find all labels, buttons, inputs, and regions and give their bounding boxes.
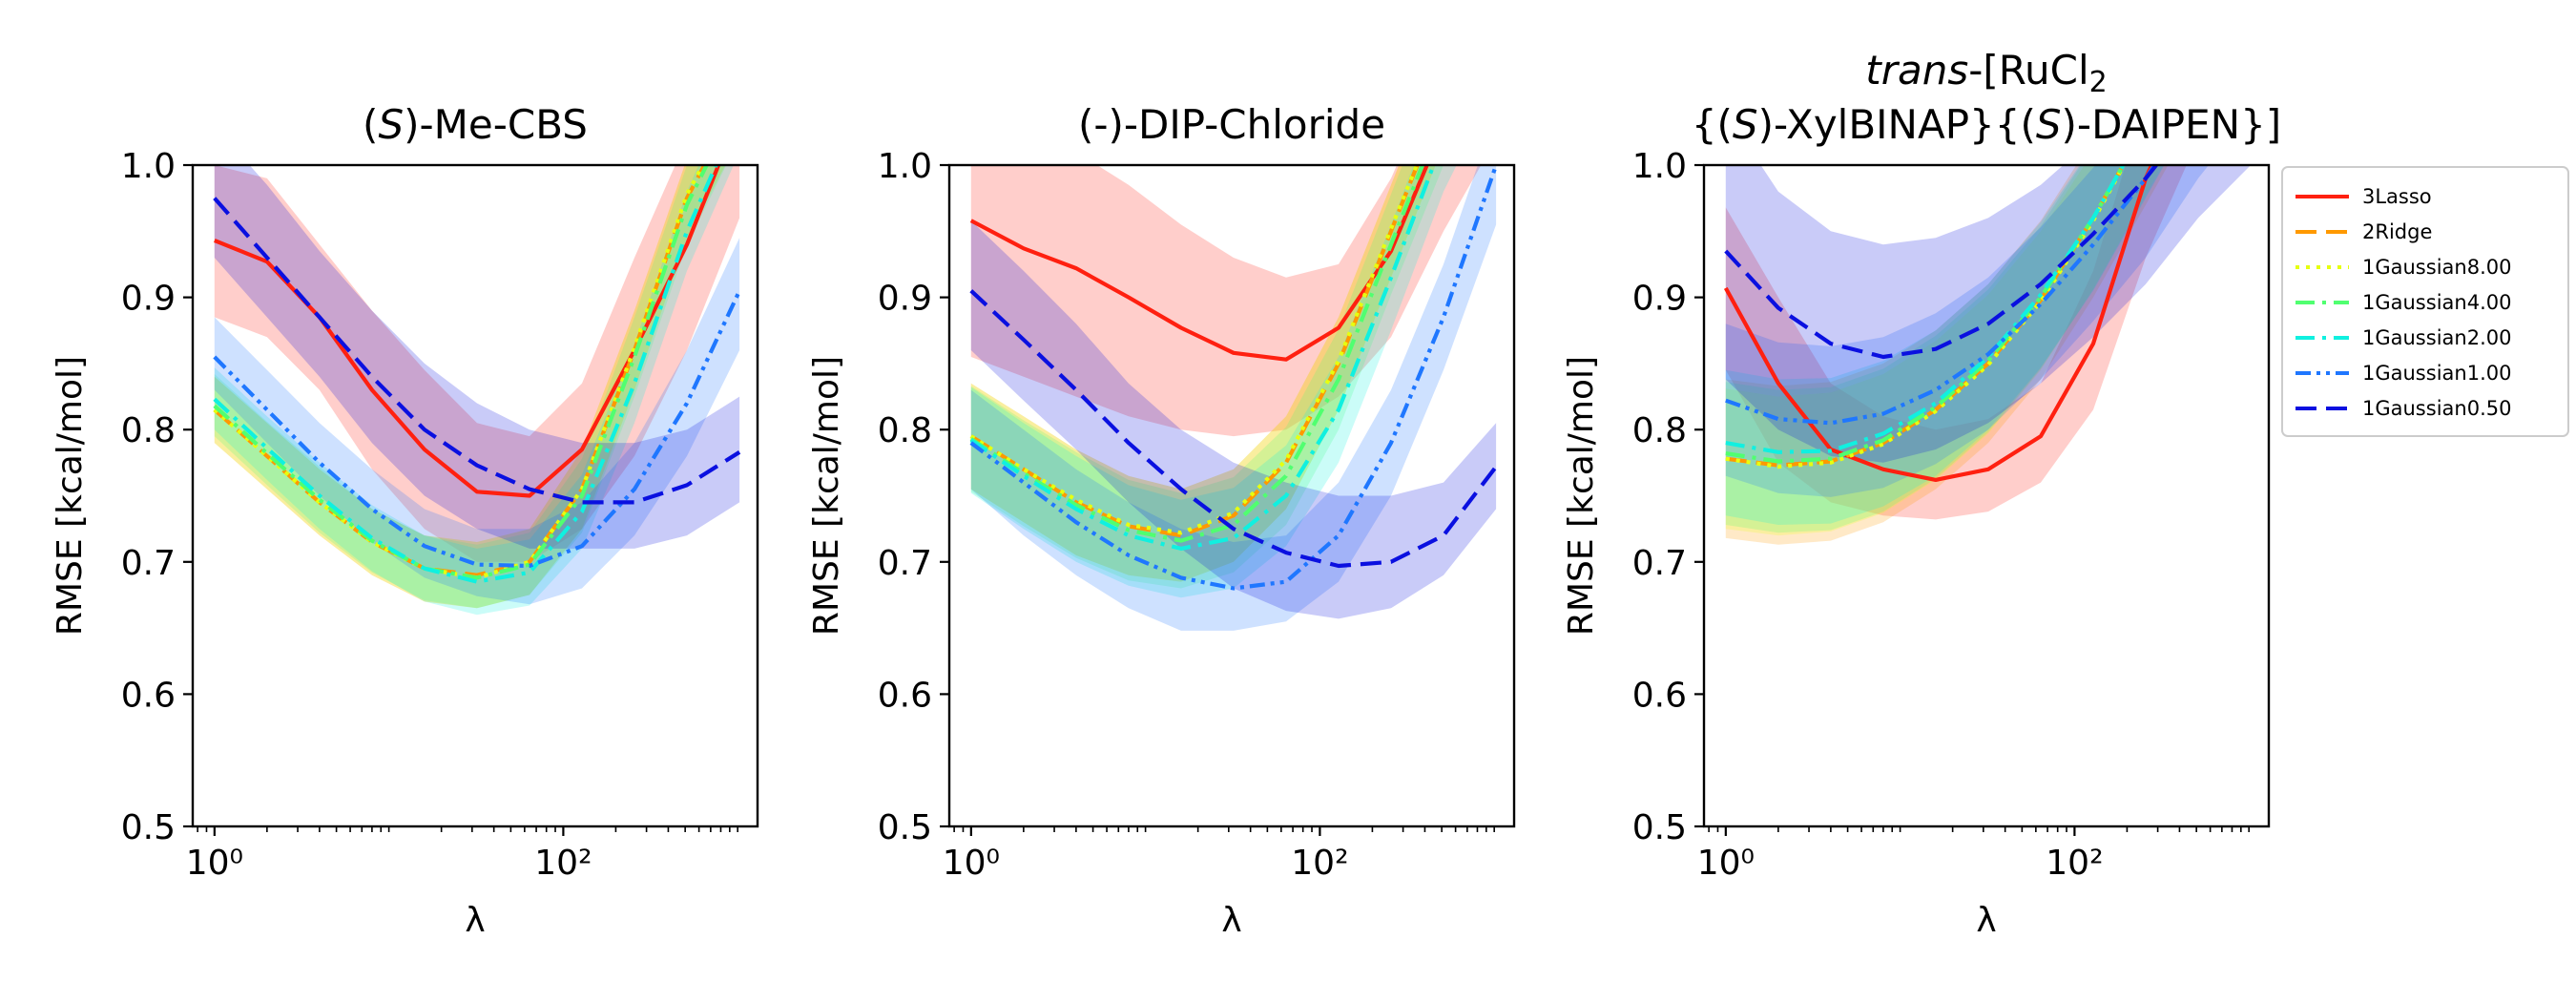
chart-title: (-)-DIP-Chloride: [1078, 101, 1385, 148]
plot-area: [969, 165, 1499, 631]
line-1Gaussian2.00: [969, 165, 1436, 552]
band-1Gaussian8.00: [214, 165, 726, 609]
y-tick-label: 0.8: [121, 411, 176, 450]
line-1Gaussian4.00: [213, 165, 710, 580]
y-tick-label: 1.0: [878, 147, 932, 186]
band-3Lasso: [1725, 165, 2187, 520]
panels: 0.5 0.6 0.7 0.8 0.9 1.0 10⁰ 10² λ RMSE [kcal/mol]…: [51, 47, 2281, 940]
band-1Gaussian4.00: [970, 165, 1444, 589]
y-tick-label: 0.8: [1632, 411, 1687, 450]
x-axis-label: λ: [1976, 901, 1996, 940]
band-3Lasso: [214, 165, 740, 562]
line-3Lasso: [969, 165, 1429, 362]
y-tick-label: 0.7: [1632, 544, 1687, 583]
y-tick-label: 0.9: [1632, 280, 1687, 319]
legend-box: [2281, 166, 2569, 437]
x-axis-label: λ: [1221, 901, 1241, 940]
legend: 3Lasso 2Ridge 1Gaussian8.00 1Gaussian4.00 1G…: [2281, 166, 2569, 437]
panel-2: 0.5 0.6 0.7 0.8 0.9 1.0 10⁰ 10² λ RMSE [kcal/mol]…: [807, 101, 1516, 940]
y-tick-label: 0.5: [121, 808, 176, 847]
y-tick-label: 0.6: [1632, 676, 1687, 715]
band-2Ridge: [214, 165, 726, 609]
band-1Gaussian4.00: [1725, 165, 2164, 533]
x-axis-label: λ: [465, 901, 485, 940]
y-tick-label: 0.9: [121, 280, 176, 319]
band-2Ridge: [970, 165, 1436, 582]
legend-label: 1Gaussian0.50: [2362, 397, 2511, 420]
line-1Gaussian0.50: [969, 289, 1498, 569]
y-axis-label: RMSE [kcal/mol]: [51, 356, 90, 636]
chart-title: (S)-Me-CBS: [363, 101, 588, 148]
panel-3: 0.5 0.6 0.7 0.8 0.9 1.0 10⁰ 10² λ RMSE [kcal/mol]…: [1562, 47, 2281, 940]
band-1Gaussian1.00: [1725, 165, 2210, 497]
y-tick-label: 0.6: [878, 676, 932, 715]
line-1Gaussian2.00: [213, 165, 718, 584]
line-3Lasso: [1723, 165, 2154, 482]
legend-label: 1Gaussian1.00: [2362, 362, 2511, 385]
band-1Gaussian4.00: [214, 165, 727, 609]
y-axis-label: RMSE [kcal/mol]: [1562, 356, 1601, 636]
y-tick-label: 0.5: [1632, 808, 1687, 847]
line-1Gaussian1.00: [969, 165, 1499, 591]
axes-frame: [191, 163, 759, 828]
x-tick-label: 10⁰: [943, 844, 1000, 883]
line-1Gaussian4.00: [1725, 165, 2126, 464]
legend-label: 1Gaussian4.00: [2362, 291, 2511, 314]
band-1Gaussian8.00: [1725, 165, 2162, 536]
line-1Gaussian2.00: [1725, 165, 2126, 454]
axes-frame: [947, 163, 1516, 828]
line-1Gaussian0.50: [213, 197, 741, 505]
y-tick-label: 0.8: [878, 411, 932, 450]
chart-title: trans-[RuCl2: [1865, 47, 2108, 99]
plot-area: [213, 165, 742, 616]
band-1Gaussian0.50: [214, 165, 740, 549]
y-tick-label: 1.0: [121, 147, 176, 186]
plot-area: [1723, 165, 2252, 545]
x-tick-label: 10²: [1291, 844, 1348, 883]
band-1Gaussian0.50: [1725, 165, 2252, 463]
line-1Gaussian0.50: [1724, 165, 2159, 360]
y-tick-label: 1.0: [1632, 147, 1687, 186]
legend-label: 1Gaussian2.00: [2362, 326, 2511, 349]
band-1Gaussian2.00: [970, 165, 1457, 598]
band-1Gaussian2.00: [214, 165, 734, 616]
line-2Ridge: [213, 165, 707, 577]
chart-title: {(S)-XylBINAP}{(S)-DAIPEN}]: [1692, 101, 2281, 148]
y-tick-label: 0.9: [878, 280, 932, 319]
x-tick-label: 10²: [2046, 844, 2103, 883]
y-tick-label: 0.5: [878, 808, 932, 847]
x-tick-label: 10⁰: [186, 844, 243, 883]
y-tick-label: 0.7: [878, 544, 932, 583]
band-1Gaussian8.00: [970, 165, 1436, 582]
x-tick-label: 10⁰: [1697, 844, 1755, 883]
x-tick-label: 10²: [534, 844, 592, 883]
line-2Ridge: [969, 165, 1420, 538]
line-1Gaussian1.00: [1725, 165, 2157, 426]
y-tick-label: 0.7: [121, 544, 176, 583]
legend-label: 1Gaussian8.00: [2362, 256, 2511, 279]
line-1Gaussian4.00: [969, 165, 1425, 543]
y-tick-label: 0.6: [121, 676, 176, 715]
line-1Gaussian1.00: [213, 289, 742, 569]
axes-frame: [1702, 163, 2271, 828]
legend-label: 2Ridge: [2362, 220, 2432, 243]
y-axis-label: RMSE [kcal/mol]: [807, 356, 846, 636]
panel-1: 0.5 0.6 0.7 0.8 0.9 1.0 10⁰ 10² λ RMSE [kcal/mol]…: [51, 101, 759, 940]
legend-label: 3Lasso: [2362, 185, 2432, 208]
band-1Gaussian1.00: [214, 238, 740, 605]
band-1Gaussian0.50: [970, 220, 1497, 619]
